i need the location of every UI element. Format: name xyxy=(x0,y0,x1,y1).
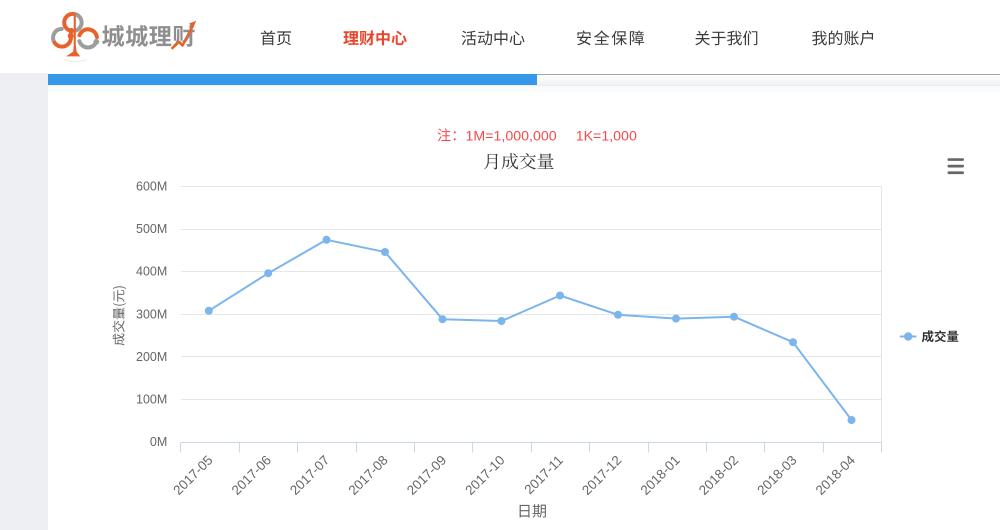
svg-text:300M: 300M xyxy=(136,307,167,321)
svg-text:2018-02: 2018-02 xyxy=(696,453,741,498)
svg-text:0M: 0M xyxy=(150,435,167,449)
svg-text:1M=1,000,000: 1M=1,000,000 xyxy=(466,128,557,144)
svg-text:2018-04: 2018-04 xyxy=(813,452,859,498)
svg-text:1K=1,000: 1K=1,000 xyxy=(576,128,637,144)
svg-text:2017-11: 2017-11 xyxy=(521,453,566,498)
svg-text:200M: 200M xyxy=(136,350,167,364)
svg-text:2017-07: 2017-07 xyxy=(287,453,332,498)
svg-text:500M: 500M xyxy=(136,222,167,236)
svg-text:400M: 400M xyxy=(136,265,167,279)
svg-text:2018-03: 2018-03 xyxy=(754,453,799,498)
svg-text:2017-05: 2017-05 xyxy=(170,453,215,498)
svg-text:2017-10: 2017-10 xyxy=(462,453,507,498)
svg-text:2017-08: 2017-08 xyxy=(345,453,390,498)
svg-text:2018-01: 2018-01 xyxy=(637,453,682,498)
svg-text:2017-06: 2017-06 xyxy=(229,453,274,498)
svg-text:600M: 600M xyxy=(136,180,167,194)
svg-text:100M: 100M xyxy=(136,393,167,407)
svg-text:2017-12: 2017-12 xyxy=(579,453,624,498)
svg-text:2017-09: 2017-09 xyxy=(404,453,449,498)
